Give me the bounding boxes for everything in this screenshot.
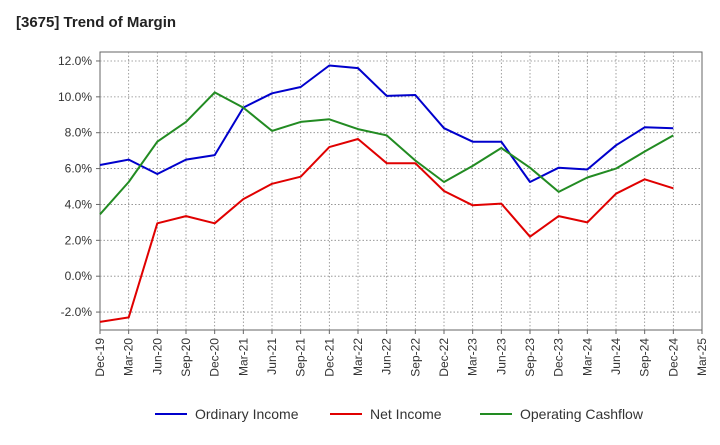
x-tick-label: Sep-23 <box>523 338 537 377</box>
x-tick-label: Mar-23 <box>466 338 480 376</box>
y-tick-label: 2.0% <box>65 233 93 247</box>
chart-title: [3675] Trend of Margin <box>16 14 177 31</box>
x-tick-label: Sep-22 <box>408 338 422 377</box>
legend-label-operating-cashflow: Operating Cashflow <box>520 406 644 422</box>
x-tick-label: Jun-24 <box>609 338 623 375</box>
y-tick-label: 0.0% <box>65 269 93 283</box>
x-tick-label: Mar-20 <box>122 338 136 376</box>
x-tick-label: Dec-22 <box>437 338 451 377</box>
y-tick-label: -2.0% <box>61 305 93 319</box>
x-tick-label: Dec-19 <box>93 338 107 377</box>
x-tick-label: Jun-21 <box>265 338 279 375</box>
x-tick-label: Mar-24 <box>580 338 594 376</box>
x-tick-label: Jun-23 <box>494 338 508 375</box>
x-tick-label: Mar-25 <box>695 338 709 376</box>
x-tick-label: Jun-22 <box>380 338 394 375</box>
x-tick-label: Dec-21 <box>322 338 336 377</box>
y-tick-label: 4.0% <box>65 197 93 211</box>
x-tick-label: Dec-20 <box>208 338 222 377</box>
y-tick-label: 8.0% <box>65 126 93 140</box>
x-tick-label: Jun-20 <box>150 338 164 375</box>
x-tick-label: Sep-24 <box>638 338 652 377</box>
x-tick-label: Dec-23 <box>552 338 566 377</box>
x-tick-label: Sep-21 <box>294 338 308 377</box>
legend-label-ordinary-income: Ordinary Income <box>195 406 299 422</box>
y-tick-label: 10.0% <box>58 90 92 104</box>
series-line-net-income <box>99 138 674 323</box>
x-tick-label: Mar-22 <box>351 338 365 376</box>
series-line-ordinary-income <box>99 64 674 183</box>
x-tick-label: Mar-21 <box>236 338 250 376</box>
x-tick-label: Sep-20 <box>179 338 193 377</box>
series-line-operating-cashflow <box>99 91 674 215</box>
x-tick-label: Dec-24 <box>666 338 680 377</box>
y-tick-label: 12.0% <box>58 54 92 68</box>
legend-label-net-income: Net Income <box>370 406 442 422</box>
plot-area <box>99 51 703 331</box>
y-tick-label: 6.0% <box>65 162 93 176</box>
